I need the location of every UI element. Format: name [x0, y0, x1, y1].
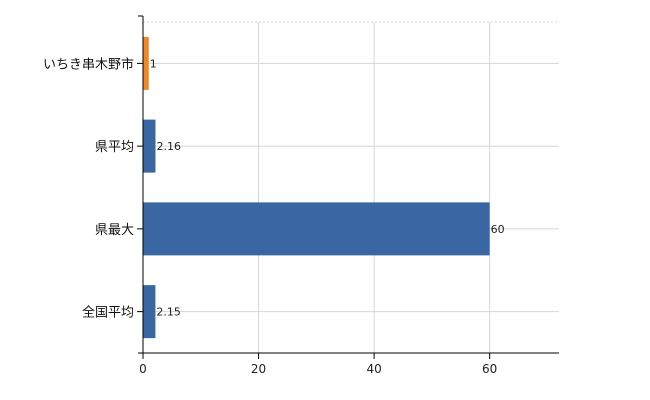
bar — [143, 36, 149, 90]
category-label: 県最大 — [95, 223, 134, 238]
category-label: いちき串木野市 — [43, 56, 134, 72]
data-label: 60 — [491, 223, 505, 236]
data-label: 2.15 — [156, 306, 181, 319]
x-tick-label: 20 — [251, 362, 266, 376]
x-tick-label: 0 — [139, 362, 147, 376]
bars — [143, 36, 490, 339]
x-tick-label: 40 — [366, 362, 381, 376]
grid — [143, 21, 559, 353]
category-label: 全国平均 — [82, 305, 134, 321]
bar — [143, 285, 156, 339]
bar — [143, 202, 490, 256]
data-label: 2.16 — [156, 140, 181, 153]
bar — [143, 119, 156, 173]
data-label: 1 — [150, 57, 157, 70]
x-tick-label: 60 — [482, 362, 497, 376]
axes — [137, 15, 559, 359]
category-label: 県平均 — [95, 140, 134, 155]
